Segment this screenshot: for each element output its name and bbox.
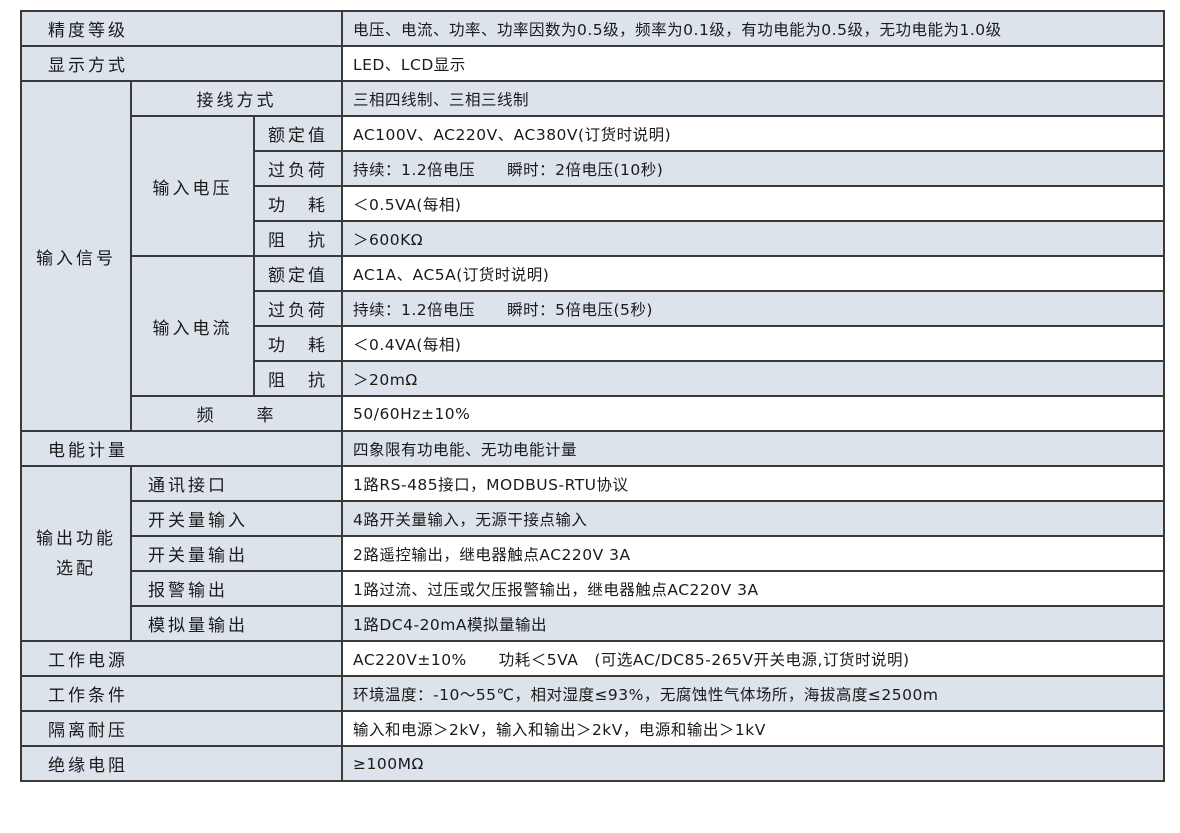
table-row: 开关量输出 2路遥控输出，继电器触点AC220V 3A <box>21 535 1165 572</box>
row-value: 4路开关量输入，无源干接点输入 <box>341 500 1165 537</box>
row-value: 环境温度：-10～55℃，相对湿度≤93%，无腐蚀性气体场所，海拔高度≤2500… <box>341 675 1165 712</box>
table-row: 频 率 50/60Hz±10% <box>21 395 1165 432</box>
row-label: 隔离耐压 <box>20 710 343 747</box>
table-row: 输出功能选配 通讯接口 1路RS-485接口，MODBUS-RTU协议 <box>20 465 1165 642</box>
table-row: 过负荷 持续：1.2倍电压 瞬时：5倍电压(5秒) <box>21 290 1165 327</box>
table-row: 输入电流 额定值 AC1A、AC5A(订货时说明) <box>21 255 1165 397</box>
row-label: 接线方式 <box>130 80 343 117</box>
row-label: 开关量输入 <box>130 500 343 537</box>
row-value: AC1A、AC5A(订货时说明) <box>341 255 1165 292</box>
row-value: ＞600KΩ <box>341 220 1165 257</box>
table-row: 精度等级 电压、电流、功率、功率因数为0.5级，频率为0.1级，有功电能为0.5级… <box>20 10 1165 47</box>
row-label: 过负荷 <box>253 150 343 187</box>
row-label: 额定值 <box>253 115 343 152</box>
table-row: 输入电压 额定值 AC100V、AC220V、AC380V(订货时说明) <box>21 115 1165 257</box>
row-value: 2路遥控输出，继电器触点AC220V 3A <box>341 535 1165 572</box>
row-label: 过负荷 <box>253 290 343 327</box>
row-label: 精度等级 <box>20 10 343 47</box>
group-label: 输出功能选配 <box>20 465 132 642</box>
row-label: 阻 抗 <box>253 360 343 397</box>
table-row: 阻 抗＞20mΩ <box>21 360 1165 397</box>
row-value: 三相四线制、三相三线制 <box>341 80 1165 117</box>
row-label: 工作电源 <box>20 640 343 677</box>
row-label: 显示方式 <box>20 45 343 82</box>
row-label: 功 耗 <box>253 325 343 362</box>
row-label: 电能计量 <box>20 430 343 467</box>
row-value: 输入和电源＞2kV，输入和输出＞2kV，电源和输出＞1kV <box>341 710 1165 747</box>
subgroup-label: 输入电流 <box>130 255 255 397</box>
table-row: 阻 抗＞600KΩ <box>21 220 1165 257</box>
row-value: AC100V、AC220V、AC380V(订货时说明) <box>341 115 1165 152</box>
row-label: 通讯接口 <box>130 465 343 502</box>
row-value: 1路RS-485接口，MODBUS-RTU协议 <box>341 465 1165 502</box>
spec-table: 精度等级 电压、电流、功率、功率因数为0.5级，频率为0.1级，有功电能为0.5级… <box>20 10 1165 782</box>
table-row: 隔离耐压 输入和电源＞2kV，输入和输出＞2kV，电源和输出＞1kV <box>20 710 1165 747</box>
row-value: ＜0.5VA(每相) <box>341 185 1165 222</box>
table-row: 工作条件 环境温度：-10～55℃，相对湿度≤93%，无腐蚀性气体场所，海拔高度≤… <box>20 675 1165 712</box>
row-label: 报警输出 <box>130 570 343 607</box>
row-value: ＞20mΩ <box>341 360 1165 397</box>
row-value: LED、LCD显示 <box>341 45 1165 82</box>
row-value: 50/60Hz±10% <box>341 395 1165 432</box>
row-value: AC220V±10% 功耗＜5VA (可选AC/DC85-265V开关电源,订货… <box>341 640 1165 677</box>
row-label: 开关量输出 <box>130 535 343 572</box>
row-label: 频 率 <box>130 395 343 432</box>
row-label: 绝缘电阻 <box>20 745 343 782</box>
table-row: 功 耗＜0.5VA(每相) <box>21 185 1165 222</box>
row-value: ＜0.4VA(每相) <box>341 325 1165 362</box>
row-value: 1路DC4-20mA模拟量输出 <box>341 605 1165 642</box>
table-row: 工作电源 AC220V±10% 功耗＜5VA (可选AC/DC85-265V开关电… <box>20 640 1165 677</box>
table-row: 功 耗＜0.4VA(每相) <box>21 325 1165 362</box>
row-value: 1路过流、过压或欠压报警输出，继电器触点AC220V 3A <box>341 570 1165 607</box>
table-row: 模拟量输出 1路DC4-20mA模拟量输出 <box>21 605 1165 642</box>
group-label: 输入信号 <box>20 80 132 432</box>
table-row: 绝缘电阻 ≥100MΩ <box>20 745 1165 782</box>
row-label: 模拟量输出 <box>130 605 343 642</box>
subgroup-label: 输入电压 <box>130 115 255 257</box>
table-row: 显示方式 LED、LCD显示 <box>20 45 1165 82</box>
row-value: 持续：1.2倍电压 瞬时：2倍电压(10秒) <box>341 150 1165 187</box>
row-label: 功 耗 <box>253 185 343 222</box>
table-row: 过负荷 持续：1.2倍电压 瞬时：2倍电压(10秒) <box>21 150 1165 187</box>
row-label: 工作条件 <box>20 675 343 712</box>
row-label: 阻 抗 <box>253 220 343 257</box>
row-value: 持续：1.2倍电压 瞬时：5倍电压(5秒) <box>341 290 1165 327</box>
row-value: 电压、电流、功率、功率因数为0.5级，频率为0.1级，有功电能为0.5级，无功电… <box>341 10 1165 47</box>
table-row: 报警输出 1路过流、过压或欠压报警输出，继电器触点AC220V 3A <box>21 570 1165 607</box>
row-label: 额定值 <box>253 255 343 292</box>
row-value: ≥100MΩ <box>341 745 1165 782</box>
table-row: 输入信号 接线方式 三相四线制、三相三线制 <box>20 80 1165 432</box>
row-value: 四象限有功电能、无功电能计量 <box>341 430 1165 467</box>
table-row: 电能计量 四象限有功电能、无功电能计量 <box>20 430 1165 467</box>
table-row: 开关量输入 4路开关量输入，无源干接点输入 <box>21 500 1165 537</box>
